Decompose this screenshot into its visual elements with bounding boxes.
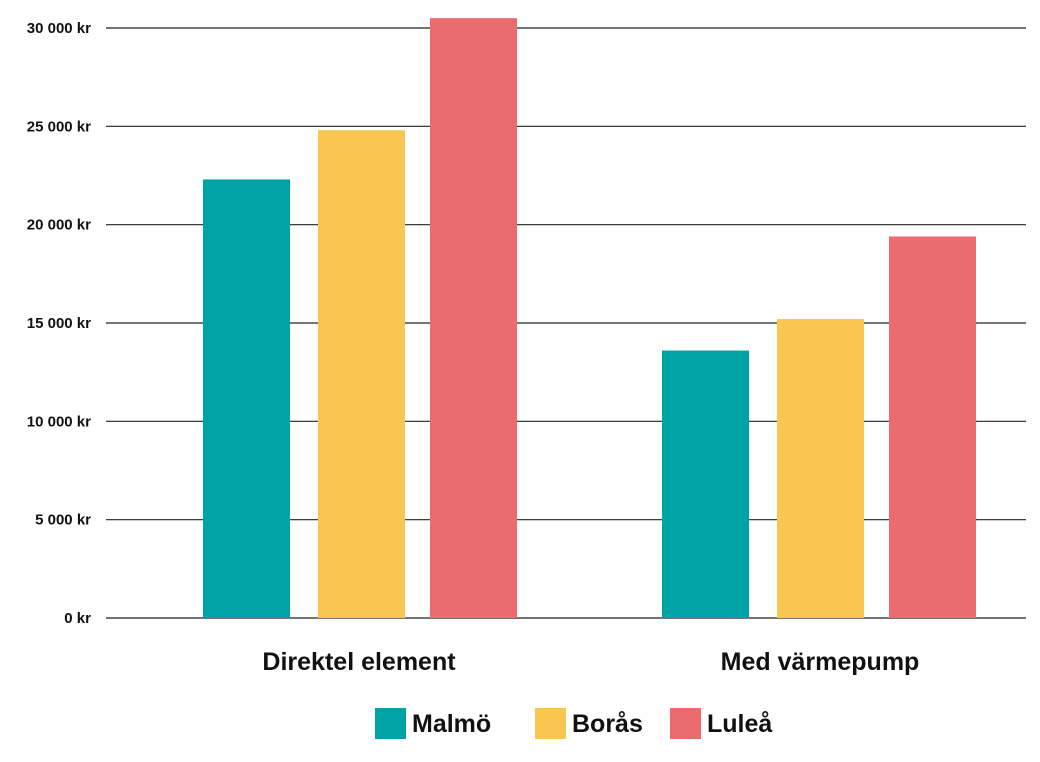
bar-lulea-direktel-element [430,18,517,618]
y-tick-label: 10 000 kr [27,413,91,430]
legend-swatch [375,708,406,739]
legend-swatch [670,708,701,739]
bar-lulea-med-varmepump [889,236,976,618]
x-axis-category-labels: Direktel element Med värmepump [262,648,919,676]
legend: Malmö Borås Luleå [375,708,772,739]
y-tick-label: 25 000 kr [27,118,91,135]
legend-item-malmo: Malmö [375,708,491,739]
y-tick-label: 15 000 kr [27,315,91,332]
legend-label: Luleå [707,710,772,738]
y-tick-label: 5 000 kr [35,512,91,529]
y-axis-tick-labels: 0 kr 5 000 kr 10 000 kr 15 000 kr 20 000 kr 2… [27,20,91,627]
x-category-label: Med värmepump [721,648,920,676]
legend-item-lulea: Luleå [670,708,772,739]
y-tick-label: 20 000 kr [27,217,91,234]
bar-boras-direktel-element [318,130,405,618]
bars [203,18,976,618]
y-tick-label: 0 kr [64,610,91,627]
legend-label: Malmö [412,710,491,738]
bar-malmo-med-varmepump [662,350,749,618]
legend-item-boras: Borås [535,708,643,739]
y-tick-label: 30 000 kr [27,20,91,37]
legend-swatch [535,708,566,739]
x-category-label: Direktel element [262,648,456,676]
legend-label: Borås [572,710,643,738]
bar-boras-med-varmepump [777,319,864,618]
bar-malmo-direktel-element [203,179,290,618]
